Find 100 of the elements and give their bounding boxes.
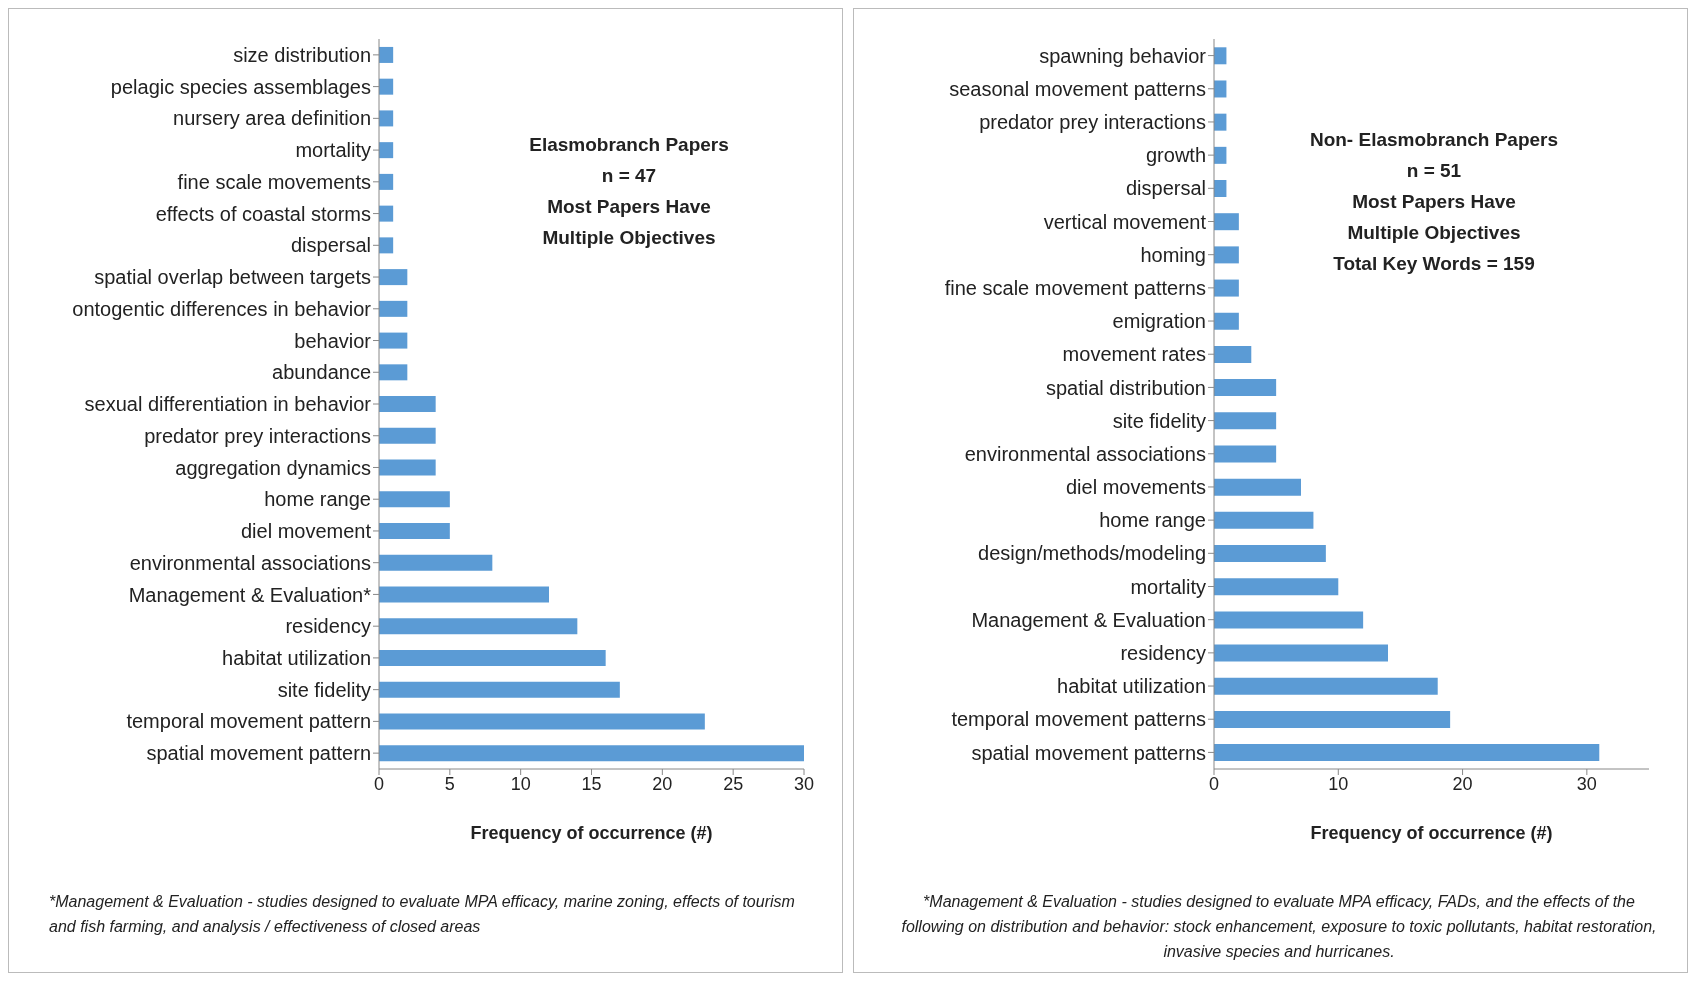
bar <box>1214 578 1339 596</box>
y-tick-label: site fidelity <box>1112 409 1206 432</box>
x-tick-label: 30 <box>793 773 815 794</box>
y-tick-label: spatial distribution <box>1045 376 1206 399</box>
y-tick-label: temporal movement patterns <box>951 708 1206 731</box>
bar <box>379 396 436 413</box>
y-tick-label: diel movements <box>1065 476 1206 499</box>
bar <box>1214 213 1239 231</box>
y-tick-label: sexual differentiation in behavior <box>84 393 372 416</box>
bar <box>1214 312 1239 330</box>
bar <box>1214 710 1451 728</box>
y-tick-label: fine scale movement patterns <box>944 276 1206 299</box>
y-tick-label: ontogentic differences in behavior <box>72 297 372 320</box>
bar <box>379 142 394 159</box>
bar <box>379 491 450 508</box>
annotation: n = 51 <box>1405 159 1463 183</box>
y-tick-label: residency <box>1120 641 1206 664</box>
annotation: Most Papers Have <box>546 195 712 219</box>
bar <box>1214 279 1239 297</box>
y-tick-label: abundance <box>272 361 371 384</box>
bar <box>379 427 436 444</box>
y-tick-label: habitat utilization <box>222 647 371 670</box>
y-tick-label: fine scale movements <box>177 170 371 193</box>
y-tick-label: behavior <box>294 329 372 352</box>
x-tick-label: 20 <box>1452 773 1473 794</box>
bar <box>379 237 394 254</box>
y-tick-label: dispersal <box>1125 177 1206 200</box>
bar <box>379 713 705 730</box>
x-axis-title: Frequency of occurrence (#) <box>1310 823 1553 843</box>
bar <box>1214 345 1252 363</box>
y-tick-label: environmental associations <box>964 442 1206 465</box>
y-tick-label: emigration <box>1112 310 1206 333</box>
bar <box>1214 379 1277 397</box>
y-tick-label: Management & Evaluation* <box>128 583 372 606</box>
y-tick-label: spatial overlap between targets <box>94 266 371 289</box>
bar <box>1214 246 1239 264</box>
y-tick-label: mortality <box>295 139 371 162</box>
annotation: Most Papers Have <box>1351 190 1517 214</box>
y-tick-label: habitat utilization <box>1057 675 1206 698</box>
bar <box>379 332 408 349</box>
y-tick-label: environmental associations <box>129 551 371 574</box>
bar <box>379 46 394 63</box>
annotation: Multiple Objectives <box>1346 221 1522 245</box>
y-tick-label: predator prey interactions <box>979 111 1206 134</box>
bar <box>379 523 450 540</box>
x-tick-label: 5 <box>444 773 455 794</box>
y-tick-label: predator prey interactions <box>144 424 371 447</box>
x-tick-label: 15 <box>581 773 602 794</box>
x-axis-title: Frequency of occurrence (#) <box>470 823 713 843</box>
bar <box>379 586 549 603</box>
y-tick-label: home range <box>264 488 371 511</box>
x-tick-label: 10 <box>510 773 531 794</box>
annotation: Elasmobranch Papers <box>528 133 730 157</box>
bar <box>1214 478 1301 496</box>
bar <box>379 618 578 635</box>
bar <box>379 649 606 666</box>
bar <box>379 110 394 127</box>
bar <box>379 173 394 190</box>
y-tick-label: Management & Evaluation <box>971 608 1206 631</box>
bar <box>379 681 620 698</box>
annotation: Multiple Objectives <box>541 226 717 250</box>
x-tick-label: 0 <box>373 773 385 794</box>
y-tick-label: movement rates <box>1062 343 1206 366</box>
y-tick-label: spawning behavior <box>1039 44 1207 67</box>
x-tick-label: 20 <box>652 773 673 794</box>
y-tick-label: site fidelity <box>277 678 371 701</box>
bar <box>1214 445 1277 463</box>
bar <box>1214 545 1326 563</box>
bar <box>1214 744 1600 762</box>
bar <box>379 554 493 571</box>
y-tick-label: seasonal movement patterns <box>949 77 1206 100</box>
x-tick-label: 25 <box>723 773 744 794</box>
x-tick-label: 10 <box>1328 773 1349 794</box>
bar <box>379 300 408 317</box>
annotation: Non- Elasmobranch Papers <box>1308 128 1560 152</box>
bar <box>1214 644 1388 662</box>
bar <box>379 745 804 762</box>
annotation: Total Key Words = 159 <box>1332 252 1536 276</box>
y-tick-label: design/methods/modeling <box>978 542 1206 565</box>
bar <box>1214 511 1314 529</box>
y-tick-label: temporal movement pattern <box>126 710 371 733</box>
bar <box>379 364 408 381</box>
y-tick-label: residency <box>285 615 371 638</box>
y-tick-label: home range <box>1099 509 1206 532</box>
y-tick-label: nursery area definition <box>173 107 371 130</box>
bar <box>379 205 394 222</box>
y-tick-label: aggregation dynamics <box>175 456 371 479</box>
annotation: n = 47 <box>600 164 658 188</box>
bar <box>1214 412 1277 430</box>
bar <box>1214 677 1438 695</box>
y-tick-label: effects of coastal storms <box>155 202 371 225</box>
text: *Management & Evaluation - studies designed to evaluate MPA efficacy, marine zoning, effects of tourism and fish farming, and analysis / effectiveness of closed areas <box>49 892 796 937</box>
bar <box>379 269 408 286</box>
text: *Management & Evaluation - studies designed to evaluate MPA efficacy, FADs, and the effects of the following on distribution and behavior: stock enhancement, exposure to toxic pollutants, habitat restoration, invasive species and hurricanes. <box>900 892 1658 962</box>
y-tick-label: growth <box>1145 144 1206 167</box>
bar <box>379 459 436 476</box>
y-tick-label: vertical movement <box>1043 210 1207 233</box>
bar <box>379 78 394 95</box>
x-tick-label: 0 <box>1208 773 1220 794</box>
y-tick-label: size distribution <box>233 43 371 66</box>
